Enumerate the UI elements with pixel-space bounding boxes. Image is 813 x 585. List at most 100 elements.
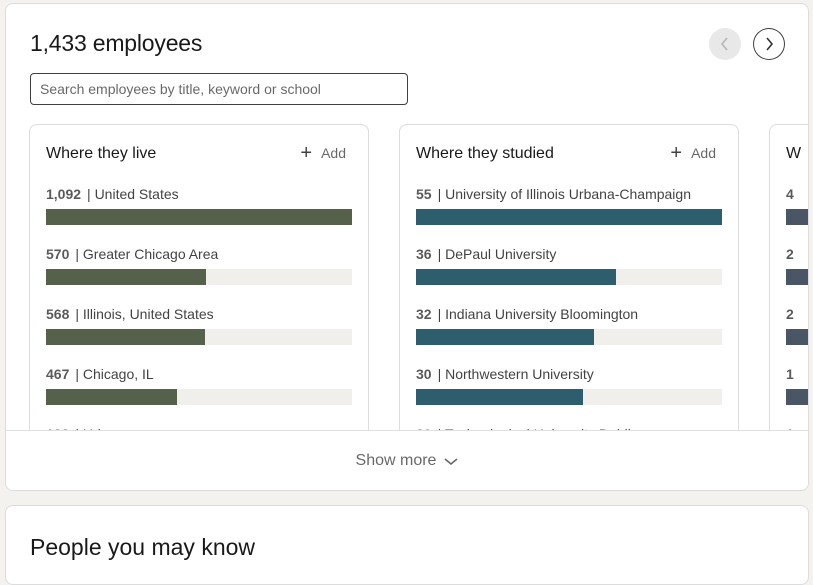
- insight-row-label: 30 | Northwestern University: [416, 365, 722, 383]
- insight-row[interactable]: 1: [786, 425, 808, 430]
- insight-row-count: 32: [416, 306, 432, 322]
- insight-row[interactable]: 55 | University of Illinois Urbana-Champa…: [416, 185, 722, 225]
- insight-row[interactable]: 4: [786, 185, 808, 225]
- insight-row-count: 2: [786, 246, 794, 262]
- insight-row[interactable]: 2: [786, 305, 808, 345]
- insight-bar-fill: [416, 269, 616, 285]
- show-more-bar: Show more: [6, 430, 808, 490]
- insight-row[interactable]: 123 | Urbana: [46, 425, 352, 430]
- insight-row-count: 55: [416, 186, 432, 202]
- insight-row-count: 123: [46, 426, 69, 430]
- insight-row[interactable]: 29 | Technological University Dublin: [416, 425, 722, 430]
- insight-row-count: 2: [786, 306, 794, 322]
- insight-card-where-they-live: Where they live + Add 1,092 | United Stat…: [29, 124, 369, 430]
- plus-icon: +: [300, 142, 313, 164]
- insight-row-label: 29 | Technological University Dublin: [416, 425, 722, 430]
- insight-row-label: 568 | Illinois, United States: [46, 305, 352, 323]
- insight-bar-fill: [786, 389, 808, 405]
- insight-row-count: 29: [416, 426, 432, 430]
- people-title: People you may know: [30, 534, 256, 560]
- insight-bar-track: [416, 209, 722, 225]
- insight-bar-fill: [786, 329, 808, 345]
- insight-bar-fill: [46, 209, 352, 225]
- insight-card-partial: W 4 2 2 1 1: [769, 124, 808, 430]
- insight-row-count: 467: [46, 366, 70, 382]
- insight-row-label: 467 | Chicago, IL: [46, 365, 352, 383]
- insight-row[interactable]: 1,092 | United States: [46, 185, 352, 225]
- insight-bar-track: [786, 269, 808, 285]
- insight-row-count: 1: [786, 366, 794, 382]
- employee-search-input[interactable]: [30, 73, 408, 105]
- insight-row-text: | Urbana: [75, 426, 128, 430]
- insight-row-text: | Greater Chicago Area: [75, 246, 219, 262]
- insight-row-label: 1: [786, 425, 808, 430]
- insight-card-title: Where they live: [46, 145, 157, 162]
- employees-card: 1,433 employees Where they live + Add 1,…: [5, 3, 809, 491]
- insight-row[interactable]: 2: [786, 245, 808, 285]
- insight-bar-track: [46, 269, 352, 285]
- insight-card-title: W: [786, 145, 802, 162]
- insight-bar-track: [416, 269, 722, 285]
- insight-row-count: 1,092: [46, 186, 82, 202]
- insight-bar-fill: [416, 329, 594, 345]
- chevron-right-icon: [766, 37, 774, 51]
- chevron-down-icon: [444, 458, 458, 466]
- insight-bar-track: [786, 209, 808, 225]
- insight-bar-fill: [416, 389, 583, 405]
- add-filter-button[interactable]: + Add: [300, 143, 346, 163]
- insight-bar-fill: [416, 209, 722, 225]
- insight-card-title: Where they studied: [416, 145, 554, 162]
- carousel-prev-button[interactable]: [709, 28, 741, 60]
- insight-bar-track: [786, 389, 808, 405]
- employees-title: 1,433 employees: [30, 30, 203, 56]
- insight-row-count: 1: [786, 426, 794, 430]
- insight-row[interactable]: 36 | DePaul University: [416, 245, 722, 285]
- insight-row-label: 1,092 | United States: [46, 185, 352, 203]
- insight-row-count: 36: [416, 246, 432, 262]
- insight-row[interactable]: 30 | Northwestern University: [416, 365, 722, 405]
- insight-row-count: 4: [786, 186, 794, 202]
- insight-row-label: 4: [786, 185, 808, 203]
- insight-row[interactable]: 32 | Indiana University Bloomington: [416, 305, 722, 345]
- add-filter-button[interactable]: + Add: [670, 143, 716, 163]
- insight-row-count: 570: [46, 246, 70, 262]
- insight-bar-track: [46, 329, 352, 345]
- insight-row-text: | Chicago, IL: [75, 366, 154, 382]
- insight-bar-fill: [786, 209, 808, 225]
- insight-bar-fill: [786, 269, 808, 285]
- chevron-left-icon: [720, 37, 728, 51]
- insights-carousel: Where they live + Add 1,092 | United Stat…: [6, 124, 808, 430]
- insight-bar-track: [416, 389, 722, 405]
- insight-bar-track: [786, 329, 808, 345]
- insight-row[interactable]: 570 | Greater Chicago Area: [46, 245, 352, 285]
- insight-row[interactable]: 568 | Illinois, United States: [46, 305, 352, 345]
- insight-row-text: | United States: [87, 186, 179, 202]
- show-more-button[interactable]: Show more: [346, 446, 469, 476]
- insight-bar-fill: [46, 269, 206, 285]
- insight-row-label: 2: [786, 245, 808, 263]
- insight-row-label: 2: [786, 305, 808, 323]
- people-you-may-know-card: People you may know: [5, 505, 809, 585]
- insight-row-text: | DePaul University: [437, 246, 557, 262]
- insight-bar-track: [416, 329, 722, 345]
- insight-row-label: 1: [786, 365, 808, 383]
- show-more-label: Show more: [355, 452, 437, 469]
- insight-bar-track: [46, 389, 352, 405]
- add-label: Add: [321, 145, 346, 161]
- insight-bar-track: [46, 209, 352, 225]
- insight-row-text: | Illinois, United States: [75, 306, 214, 322]
- insight-row[interactable]: 1: [786, 365, 808, 405]
- insight-card-where-they-studied: Where they studied + Add 55 | University …: [399, 124, 739, 430]
- carousel-next-button[interactable]: [753, 28, 785, 60]
- insight-row-count: 568: [46, 306, 70, 322]
- insight-row-label: 36 | DePaul University: [416, 245, 722, 263]
- add-label: Add: [691, 145, 716, 161]
- insight-row-text: | Northwestern University: [437, 366, 594, 382]
- insight-row-text: | Technological University Dublin: [438, 426, 639, 430]
- insight-bar-fill: [46, 329, 205, 345]
- insight-row-text: | Indiana University Bloomington: [437, 306, 639, 322]
- insight-row[interactable]: 467 | Chicago, IL: [46, 365, 352, 405]
- insight-row-text: | University of Illinois Urbana-Champaig…: [437, 186, 691, 202]
- insight-row-label: 123 | Urbana: [46, 425, 352, 430]
- insight-bar-fill: [46, 389, 177, 405]
